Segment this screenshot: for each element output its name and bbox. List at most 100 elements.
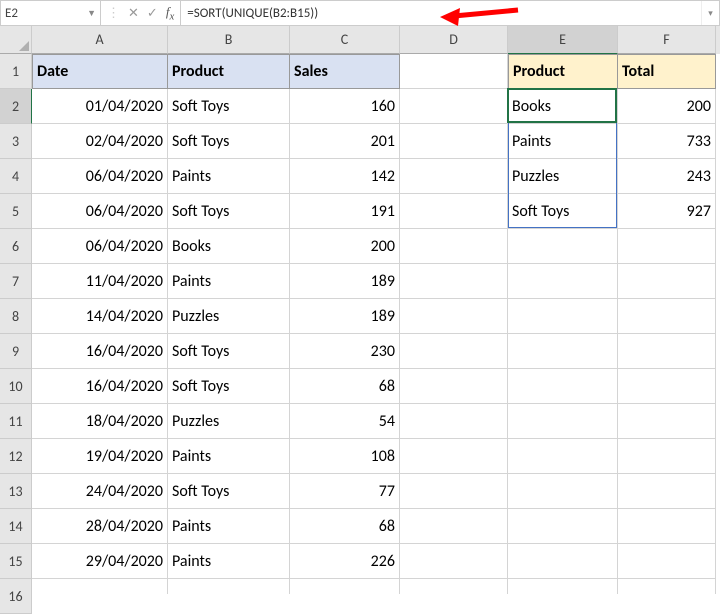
cells-grid[interactable]: DateProductSalesProductTotal01/04/2020So… (32, 54, 720, 594)
cell-A1[interactable]: Date (32, 54, 168, 89)
cell-A8[interactable]: 14/04/2020 (32, 299, 168, 334)
cell-D12[interactable] (400, 439, 508, 474)
cell-A14[interactable]: 28/04/2020 (32, 509, 168, 544)
select-all-corner[interactable] (0, 26, 32, 54)
cell-B13[interactable]: Soft Toys (168, 474, 290, 509)
cell-D13[interactable] (400, 474, 508, 509)
cell-A11[interactable]: 18/04/2020 (32, 404, 168, 439)
row-header-3[interactable]: 3 (0, 124, 32, 159)
cell-B12[interactable]: Paints (168, 439, 290, 474)
cell-D16[interactable] (400, 579, 508, 594)
cell-C7[interactable]: 189 (290, 264, 400, 299)
cell-A5[interactable]: 06/04/2020 (32, 194, 168, 229)
cell-E1[interactable]: Product (508, 54, 618, 89)
column-header-B[interactable]: B (168, 26, 290, 54)
cell-C8[interactable]: 189 (290, 299, 400, 334)
cell-C12[interactable]: 108 (290, 439, 400, 474)
cell-C16[interactable] (290, 579, 400, 594)
cell-F8[interactable] (618, 299, 716, 334)
cell-F7[interactable] (618, 264, 716, 299)
cell-F3[interactable]: 733 (618, 124, 716, 159)
cell-E13[interactable] (508, 474, 618, 509)
row-header-8[interactable]: 8 (0, 299, 32, 334)
cell-A13[interactable]: 24/04/2020 (32, 474, 168, 509)
row-header-11[interactable]: 11 (0, 404, 32, 439)
cell-C6[interactable]: 200 (290, 229, 400, 264)
cell-B15[interactable]: Paints (168, 544, 290, 579)
cell-F6[interactable] (618, 229, 716, 264)
cell-E10[interactable] (508, 369, 618, 404)
cell-A15[interactable]: 29/04/2020 (32, 544, 168, 579)
cell-B1[interactable]: Product (168, 54, 290, 89)
cell-E6[interactable] (508, 229, 618, 264)
row-header-4[interactable]: 4 (0, 159, 32, 194)
cell-F13[interactable] (618, 474, 716, 509)
cell-F11[interactable] (618, 404, 716, 439)
row-header-16[interactable]: 16 (0, 579, 32, 614)
cell-E2[interactable]: Books (508, 89, 618, 124)
cell-E3[interactable]: Paints (508, 124, 618, 159)
cell-A2[interactable]: 01/04/2020 (32, 89, 168, 124)
cell-D11[interactable] (400, 404, 508, 439)
row-header-14[interactable]: 14 (0, 509, 32, 544)
cell-D6[interactable] (400, 229, 508, 264)
cell-C15[interactable]: 226 (290, 544, 400, 579)
cell-D7[interactable] (400, 264, 508, 299)
cell-C10[interactable]: 68 (290, 369, 400, 404)
fx-icon[interactable]: fx (166, 4, 174, 23)
cell-F16[interactable] (618, 579, 716, 594)
cell-F9[interactable] (618, 334, 716, 369)
cell-D8[interactable] (400, 299, 508, 334)
cell-F5[interactable]: 927 (618, 194, 716, 229)
cell-F10[interactable] (618, 369, 716, 404)
cell-C14[interactable]: 68 (290, 509, 400, 544)
cell-E11[interactable] (508, 404, 618, 439)
cell-C13[interactable]: 77 (290, 474, 400, 509)
cell-E15[interactable] (508, 544, 618, 579)
row-header-12[interactable]: 12 (0, 439, 32, 474)
column-header-C[interactable]: C (290, 26, 400, 54)
cell-E9[interactable] (508, 334, 618, 369)
cell-B8[interactable]: Puzzles (168, 299, 290, 334)
row-header-1[interactable]: 1 (0, 54, 32, 89)
cell-E16[interactable] (508, 579, 618, 594)
cell-B14[interactable]: Paints (168, 509, 290, 544)
row-header-7[interactable]: 7 (0, 264, 32, 299)
cell-F14[interactable] (618, 509, 716, 544)
column-header-E[interactable]: E (508, 26, 618, 54)
name-box-dropdown-icon[interactable]: ▼ (87, 8, 96, 19)
cell-C5[interactable]: 191 (290, 194, 400, 229)
cell-E4[interactable]: Puzzles (508, 159, 618, 194)
row-header-15[interactable]: 15 (0, 544, 32, 579)
cell-B9[interactable]: Soft Toys (168, 334, 290, 369)
cell-D14[interactable] (400, 509, 508, 544)
cell-C4[interactable]: 142 (290, 159, 400, 194)
cell-B5[interactable]: Soft Toys (168, 194, 290, 229)
cell-B11[interactable]: Puzzles (168, 404, 290, 439)
cell-B7[interactable]: Paints (168, 264, 290, 299)
row-header-13[interactable]: 13 (0, 474, 32, 509)
cell-C1[interactable]: Sales (290, 54, 400, 89)
row-header-5[interactable]: 5 (0, 194, 32, 229)
cell-D3[interactable] (400, 124, 508, 159)
cell-D5[interactable] (400, 194, 508, 229)
cell-F2[interactable]: 200 (618, 89, 716, 124)
cell-D1[interactable] (400, 54, 508, 89)
column-header-F[interactable]: F (618, 26, 716, 54)
cell-A10[interactable]: 16/04/2020 (32, 369, 168, 404)
cell-E8[interactable] (508, 299, 618, 334)
cell-A4[interactable]: 06/04/2020 (32, 159, 168, 194)
cell-C3[interactable]: 201 (290, 124, 400, 159)
cell-B4[interactable]: Paints (168, 159, 290, 194)
cell-A3[interactable]: 02/04/2020 (32, 124, 168, 159)
cell-C2[interactable]: 160 (290, 89, 400, 124)
cell-F15[interactable] (618, 544, 716, 579)
cell-A6[interactable]: 06/04/2020 (32, 229, 168, 264)
row-header-2[interactable]: 2 (0, 89, 32, 124)
formula-bar-expand-icon[interactable]: ▾ (701, 1, 719, 25)
cell-A16[interactable] (32, 579, 168, 594)
cell-E5[interactable]: Soft Toys (508, 194, 618, 229)
row-header-9[interactable]: 9 (0, 334, 32, 369)
cell-A7[interactable]: 11/04/2020 (32, 264, 168, 299)
cell-D9[interactable] (400, 334, 508, 369)
